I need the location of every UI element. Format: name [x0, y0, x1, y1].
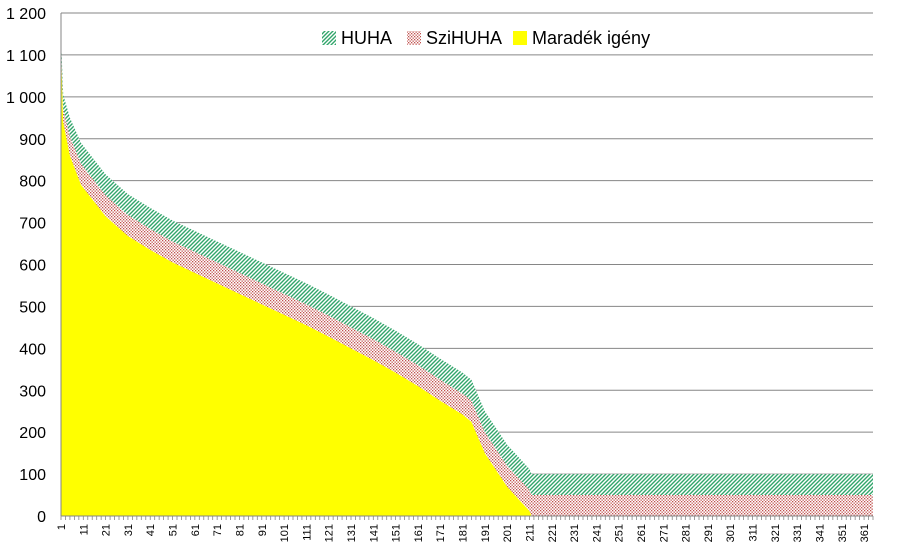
- x-tick-label: 71: [212, 524, 224, 536]
- legend-label-szihuha: SziHUHA: [426, 28, 502, 48]
- x-tick-label: 191: [480, 524, 492, 542]
- x-tick-label: 241: [591, 524, 603, 542]
- legend-swatch-szihuha: [407, 31, 421, 45]
- x-tick-label: 181: [458, 524, 470, 542]
- x-tick-label: 261: [636, 524, 648, 542]
- y-tick-label: 1 000: [6, 90, 46, 107]
- legend-label-huha: HUHA: [341, 28, 392, 48]
- x-tick-label: 91: [257, 524, 269, 536]
- area-marad-k-ig-ny: [61, 46, 873, 516]
- x-tick-label: 321: [770, 524, 782, 542]
- y-tick-label: 700: [19, 216, 46, 233]
- y-tick-label: 1 200: [6, 6, 46, 23]
- x-tick-label: 271: [658, 524, 670, 542]
- y-tick-label: 1 100: [6, 48, 46, 65]
- x-tick-label: 31: [123, 524, 135, 536]
- x-tick-label: 171: [435, 524, 447, 542]
- y-tick-label: 0: [37, 509, 46, 526]
- x-tick-label: 351: [837, 524, 849, 542]
- x-tick-label: 361: [859, 524, 871, 542]
- x-tick-label: 11: [78, 524, 90, 535]
- x-tick-label: 141: [368, 524, 380, 542]
- x-tick-label: 291: [703, 524, 715, 542]
- y-tick-label: 500: [19, 299, 46, 316]
- x-axis-tick-labels: 1 11 21 31 41 51 61 71 81 91 101 111 121 131 141 151 161…: [56, 524, 871, 542]
- x-tick-label: 121: [324, 524, 336, 542]
- x-tick-label: 301: [725, 524, 737, 542]
- x-tick-label: 131: [346, 524, 358, 542]
- x-tick-label: 21: [101, 524, 113, 536]
- x-tick-label: 211: [524, 524, 536, 542]
- axes: [60, 13, 874, 520]
- x-tick-label: 51: [168, 524, 180, 536]
- x-tick-label: 151: [391, 524, 403, 542]
- x-tick-label: 231: [569, 524, 581, 542]
- x-tick-label: 41: [145, 524, 157, 536]
- x-tick-label: 331: [792, 524, 804, 542]
- y-tick-label: 900: [19, 132, 46, 149]
- x-tick-label: 281: [681, 524, 693, 542]
- y-tick-label: 100: [19, 467, 46, 484]
- y-tick-label: 400: [19, 341, 46, 358]
- y-axis-tick-labels: 0 100 200 300 400 500 600 700 800 900 1 000 1 100 1 …: [6, 6, 46, 526]
- x-tick-label: 101: [279, 524, 291, 542]
- x-tick-label: 81: [234, 524, 246, 536]
- x-tick-label: 111: [301, 524, 313, 541]
- x-tick-label: 311: [748, 524, 760, 542]
- x-tick-label: 1: [56, 524, 68, 530]
- legend-swatch-marad-k-ig-ny: [513, 31, 527, 45]
- x-tick-label: 221: [547, 524, 559, 542]
- x-tick-label: 341: [814, 524, 826, 542]
- x-tick-label: 201: [502, 524, 514, 542]
- legend-swatch-huha: [322, 31, 336, 45]
- x-tick-label: 61: [190, 524, 202, 536]
- y-tick-label: 300: [19, 383, 46, 400]
- y-tick-label: 800: [19, 174, 46, 191]
- series-areas: [61, 38, 873, 516]
- area-szihuha: [61, 44, 873, 516]
- x-tick-label: 251: [614, 524, 626, 542]
- legend-label-marad-k-ig-ny: Maradék igény: [532, 28, 650, 48]
- x-tick-label: 161: [413, 524, 425, 542]
- y-tick-label: 600: [19, 258, 46, 275]
- y-tick-label: 200: [19, 425, 46, 442]
- legend: HUHA SziHUHA Maradék igény: [322, 28, 650, 48]
